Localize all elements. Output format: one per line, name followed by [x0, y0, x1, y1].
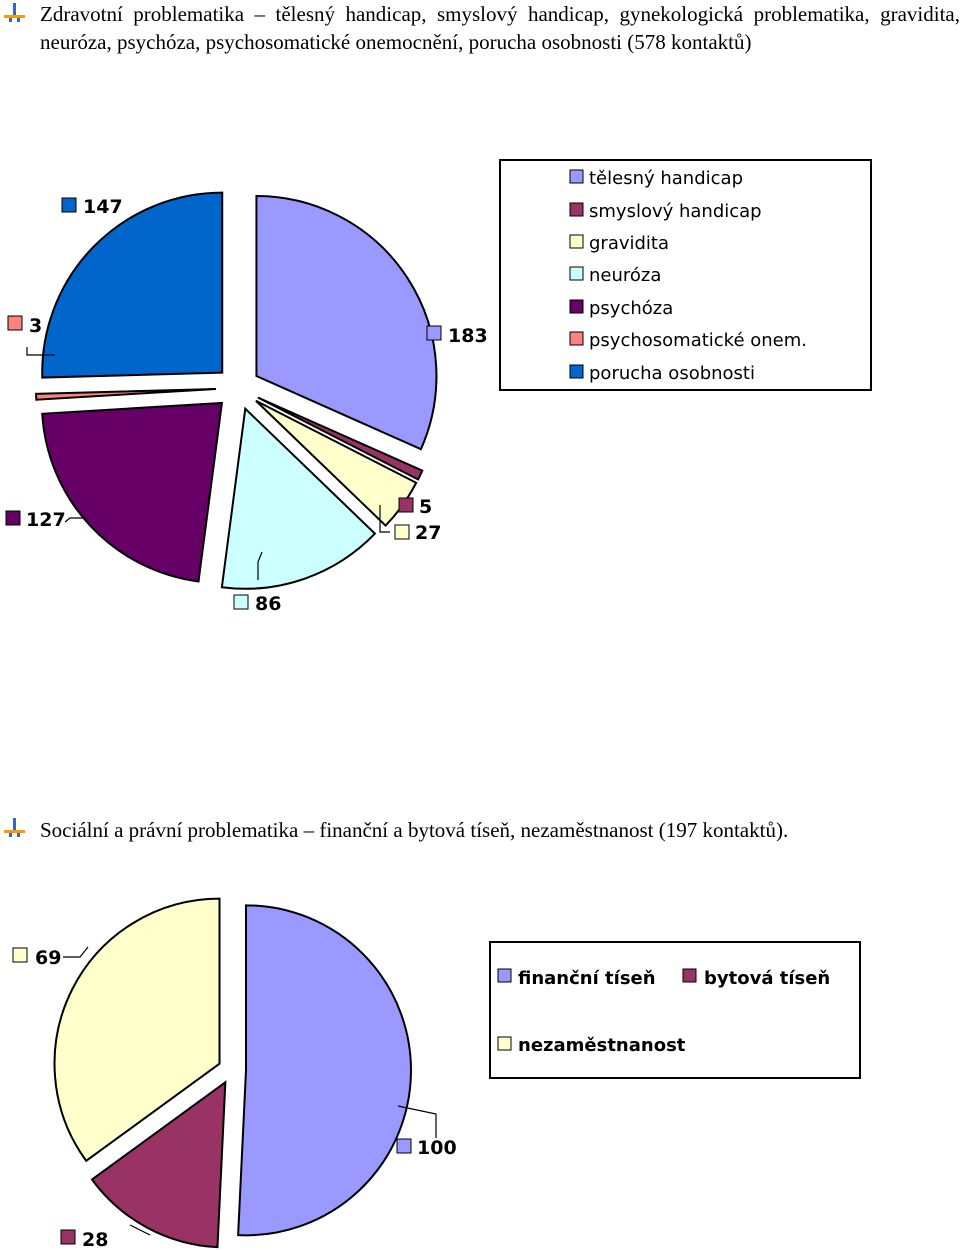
- data-label-financni-tisen: 100: [396, 1137, 457, 1159]
- legend-item: bytová tíseň: [682, 968, 830, 989]
- pie-slice-neuroza: [220, 406, 377, 590]
- data-label-text: 127: [26, 509, 66, 531]
- pie-slice-telesny-handicap: [255, 195, 438, 451]
- section-heading-health: Zdravotní problematika – tělesný handica…: [40, 2, 960, 54]
- pie-slice-psychosomaticke-onem: [35, 387, 217, 401]
- data-label-gravidita: 27: [394, 522, 441, 544]
- legend-label: psychóza: [589, 298, 673, 319]
- legend-item: neuróza: [569, 265, 661, 286]
- chart-legend: finanční tíseň bytová tíseň nezaměstnano…: [489, 941, 861, 1079]
- pie-slices: [53, 897, 412, 1249]
- legend-item: gravidita: [569, 233, 669, 254]
- data-label-text: 100: [417, 1137, 457, 1159]
- pie-slice-porucha-osobnosti: [41, 191, 224, 379]
- legend-item: smyslový handicap: [569, 201, 762, 222]
- pie-slice-nezamestnanost: [53, 897, 221, 1163]
- pie-slices: [35, 191, 438, 590]
- data-label-text: 147: [83, 196, 123, 218]
- legend-box: [489, 941, 861, 1079]
- legend-label: psychosomatické onem.: [589, 330, 807, 351]
- pie-slice-financni-tisen: [237, 904, 412, 1237]
- data-label-porucha-osobnosti: 147: [61, 196, 123, 218]
- legend-label: gravidita: [589, 233, 669, 254]
- section-heading-social: Sociální a právní problematika – finančn…: [40, 818, 789, 842]
- legend-item: tělesný handicap: [569, 168, 743, 189]
- data-label-text: 5: [419, 496, 432, 518]
- legend-label: finanční tíseň: [518, 968, 656, 989]
- data-label-neuroza: 86: [233, 593, 281, 615]
- data-label-psychoza: 127: [5, 509, 66, 531]
- pie-slice-smyslovy-handicap: [257, 396, 424, 481]
- data-label-bytova-tisen: 28: [60, 1229, 108, 1250]
- data-label-text: 28: [82, 1229, 108, 1250]
- data-label-text: 69: [35, 947, 61, 969]
- chart-legend: tělesný handicap smyslový handicap gravi…: [499, 159, 872, 391]
- legend-label: tělesný handicap: [589, 168, 743, 189]
- data-label-text: 3: [29, 315, 42, 337]
- bullet-arrow-icon: [4, 3, 25, 22]
- leader-lines: [63, 946, 437, 1236]
- bullet-arrow-icon: [4, 818, 25, 837]
- legend-label: bytová tíseň: [704, 968, 830, 989]
- data-label-text: 183: [448, 325, 488, 347]
- legend-item: porucha osobnosti: [569, 363, 755, 384]
- health-pie-chart: 183 147 3 127 5 27 86 těl: [5, 159, 872, 615]
- legend-label: smyslový handicap: [589, 201, 762, 222]
- data-label-smyslovy-handicap: 5: [398, 496, 432, 518]
- legend-item: psychosomatické onem.: [569, 330, 807, 351]
- data-labels: 69 100 28: [12, 947, 457, 1250]
- social-pie-chart: 69 100 28 finanční tíseň bytová tíseň ne…: [12, 897, 861, 1250]
- leader-lines: [26, 347, 390, 580]
- data-labels: 183 147 3 127 5 27 86: [5, 196, 488, 615]
- legend-box: [499, 159, 872, 391]
- legend-label: neuróza: [589, 265, 661, 286]
- pie-slice-bytova-tisen: [90, 1080, 227, 1249]
- data-label-telesny-handicap: 183: [426, 325, 488, 347]
- data-label-psychosomaticke: 3: [7, 315, 42, 337]
- legend-label: porucha osobnosti: [589, 363, 755, 384]
- data-label-nezamestnanost: 69: [12, 947, 61, 969]
- data-label-text: 27: [415, 522, 441, 544]
- legend-item: nezaměstnanost: [497, 1035, 686, 1056]
- legend-item: finanční tíseň: [497, 968, 656, 989]
- data-label-text: 86: [255, 593, 281, 615]
- legend-item: psychóza: [569, 298, 673, 319]
- pie-slice-psychoza: [41, 401, 224, 583]
- legend-label: nezaměstnanost: [518, 1035, 686, 1056]
